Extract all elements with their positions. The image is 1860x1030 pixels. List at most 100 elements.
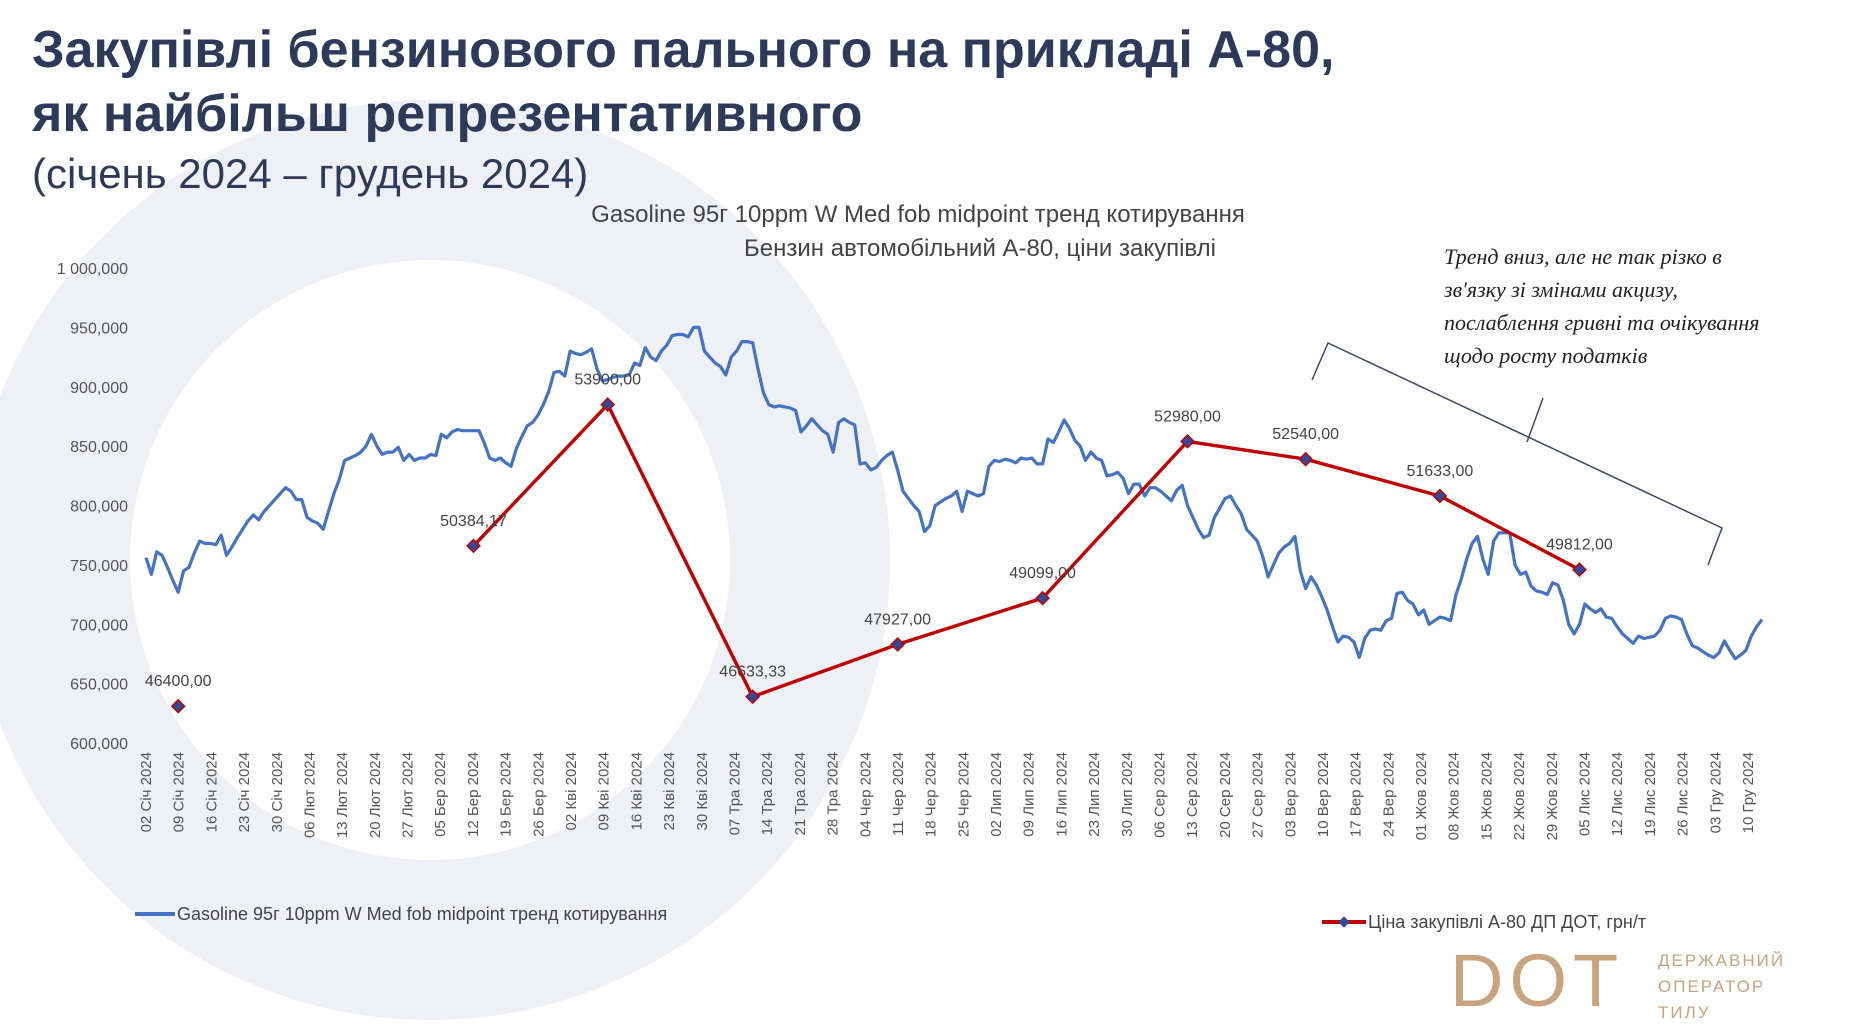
plot-area: 46400,00 50384,17 53900,00 46633,33 47927,00… <box>144 325 1764 714</box>
a80-point-label: 46633,33 <box>719 664 786 681</box>
a80-point-marker <box>170 698 186 714</box>
x-tick-label: 30 Лип 2024 <box>1119 752 1136 837</box>
page-title: Закупівлі бензинового пального на прикла… <box>32 18 1334 202</box>
x-tick-label: 13 Лют 2024 <box>334 752 351 838</box>
x-tick-label: 09 Лип 2024 <box>1021 752 1038 837</box>
x-tick-label: 21 Тра 2024 <box>792 752 809 835</box>
x-axis: 02 Січ 2024 09 Січ 2024 16 Січ 2024 23 Січ … <box>138 752 1757 840</box>
x-tick-label: 04 Чер 2024 <box>857 752 874 837</box>
y-tick-label: 800,000 <box>70 499 128 516</box>
x-tick-label: 11 Чер 2024 <box>890 752 907 836</box>
x-tick-label: 05 Лис 2024 <box>1577 752 1594 836</box>
a80-point-label: 47927,00 <box>864 611 931 628</box>
a80-point-label: 53900,00 <box>574 372 641 389</box>
annotation-line-4: щодо росту податків <box>1444 343 1648 368</box>
x-tick-label: 20 Сер 2024 <box>1217 752 1234 838</box>
x-tick-label: 10 Гру 2024 <box>1740 752 1757 833</box>
y-axis: 600,000 650,000 700,000 750,000 800,000 850,0… <box>57 261 128 753</box>
x-tick-label: 08 Жов 2024 <box>1446 752 1463 840</box>
y-tick-label: 650,000 <box>70 677 128 694</box>
x-tick-label: 30 Кві 2024 <box>694 752 711 830</box>
x-tick-label: 27 Лют 2024 <box>400 752 417 838</box>
a80-point-marker <box>1180 433 1195 449</box>
x-tick-label: 13 Сер 2024 <box>1184 752 1201 838</box>
x-tick-label: 06 Лют 2024 <box>301 752 318 838</box>
y-tick-label: 700,000 <box>70 617 128 634</box>
x-tick-label: 25 Чер 2024 <box>955 752 972 837</box>
x-tick-label: 18 Чер 2024 <box>923 752 940 837</box>
x-tick-label: 26 Лис 2024 <box>1675 752 1692 836</box>
a80-point-label: 50384,17 <box>440 513 507 530</box>
dot-logo: DOT <box>1450 944 1624 1014</box>
x-tick-label: 17 Вер 2024 <box>1348 752 1365 837</box>
a80-point-label: 51633,00 <box>1407 463 1474 480</box>
x-tick-label: 26 Бер 2024 <box>530 752 547 837</box>
a80-point-label: 49099,00 <box>1009 565 1076 582</box>
y-tick-label: 1 000,000 <box>57 261 128 278</box>
title-line-2: як найбільш репрезентативного <box>32 85 863 143</box>
a80-point-label: 46400,00 <box>145 673 212 690</box>
x-tick-label: 23 Січ 2024 <box>236 752 253 832</box>
x-tick-label: 10 Вер 2024 <box>1315 752 1332 837</box>
logo-sub-line-3: ТИЛУ <box>1658 1003 1711 1022</box>
x-tick-label: 16 Кві 2024 <box>628 752 645 830</box>
x-tick-label: 03 Гру 2024 <box>1707 752 1724 833</box>
series-gasoline-line <box>144 325 1764 661</box>
chart-title: Gasoline 95г 10ppm W Med fob midpoint тр… <box>591 201 1245 228</box>
x-tick-label: 16 Січ 2024 <box>203 752 220 832</box>
a80-point-marker <box>466 538 481 554</box>
a80-point-marker <box>1298 451 1314 467</box>
x-tick-label: 22 Жов 2024 <box>1511 752 1528 840</box>
y-tick-label: 900,000 <box>70 380 128 397</box>
x-tick-label: 24 Вер 2024 <box>1380 752 1397 837</box>
x-tick-label: 12 Бер 2024 <box>465 752 482 837</box>
annotation-line-2: зв'язку зі змінами акцизу, <box>1443 277 1678 302</box>
annotation-line-1: Тренд вниз, але не так різко в <box>1444 244 1722 269</box>
a80-point-marker <box>745 689 761 705</box>
y-tick-label: 750,000 <box>70 558 128 575</box>
x-tick-label: 30 Січ 2024 <box>269 752 286 832</box>
series-a80-line <box>472 402 1581 699</box>
x-tick-label: 15 Жов 2024 <box>1478 752 1495 840</box>
x-tick-label: 20 Лют 2024 <box>367 752 384 838</box>
logo-subtitle: ДЕРЖАВНИЙ ОПЕРАТОР ТИЛУ <box>1658 948 1785 1026</box>
logo-sub-line-2: ОПЕРАТОР <box>1658 977 1766 996</box>
chart-subtitle: Бензин автомобільний А-80, ціни закупівл… <box>744 235 1216 262</box>
a80-point-marker <box>1572 562 1587 578</box>
legend-gasoline-label: Gasoline 95г 10ppm W Med fob midpoint тр… <box>177 904 667 924</box>
x-tick-label: 06 Сер 2024 <box>1152 752 1169 838</box>
trend-annotation: Тренд вниз, але не так різко в зв'язку з… <box>1311 244 1759 566</box>
a80-point-marker <box>600 397 616 412</box>
logo-text: DOT <box>1450 944 1624 1014</box>
annotation-line-3: послаблення гривні та очікування <box>1444 310 1759 335</box>
x-tick-label: 09 Кві 2024 <box>596 752 613 830</box>
legend-a80: Ціна закупівлі А-80 ДП ДОТ, грн/т <box>1322 912 1646 932</box>
x-tick-label: 23 Лип 2024 <box>1086 752 1103 837</box>
a80-point-label: 52980,00 <box>1154 408 1221 425</box>
x-tick-label: 02 Лип 2024 <box>988 752 1005 837</box>
x-tick-label: 05 Бер 2024 <box>432 752 449 837</box>
legend-gasoline: Gasoline 95г 10ppm W Med fob midpoint тр… <box>135 904 667 924</box>
x-tick-label: 12 Лис 2024 <box>1609 752 1626 836</box>
x-tick-label: 19 Лис 2024 <box>1642 752 1659 836</box>
watermark-ring <box>0 100 890 1020</box>
trend-bracket <box>1311 341 1723 566</box>
y-tick-label: 950,000 <box>70 320 128 337</box>
x-tick-label: 02 Січ 2024 <box>138 752 155 832</box>
x-tick-label: 03 Вер 2024 <box>1282 752 1299 837</box>
x-tick-label: 14 Тра 2024 <box>759 752 776 835</box>
x-tick-label: 07 Тра 2024 <box>726 752 743 835</box>
a80-point-label: 52540,00 <box>1272 426 1339 443</box>
y-tick-label: 850,000 <box>70 439 128 456</box>
x-tick-label: 23 Кві 2024 <box>661 752 678 830</box>
x-tick-label: 02 Кві 2024 <box>563 752 580 830</box>
a80-point-marker <box>890 637 906 652</box>
legend-a80-marker <box>1338 916 1350 928</box>
a80-point-marker <box>1035 590 1051 606</box>
trend-bracket-tick <box>1526 397 1544 443</box>
x-tick-label: 27 Сер 2024 <box>1250 752 1267 838</box>
x-tick-label: 01 Жов 2024 <box>1413 752 1430 840</box>
x-tick-label: 19 Бер 2024 <box>498 752 515 837</box>
